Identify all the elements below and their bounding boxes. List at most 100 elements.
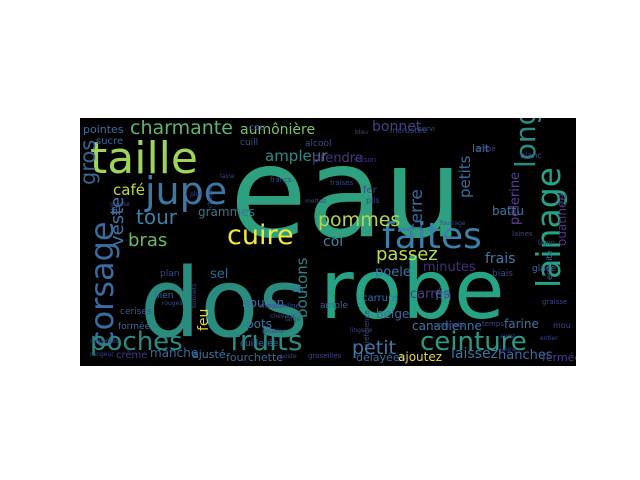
word-fourrage: fourrage: [440, 220, 466, 227]
word-beige: beige: [376, 307, 409, 321]
word-carres: carrés: [410, 287, 450, 302]
word-lingerie: lingerie: [350, 327, 373, 334]
word-ample: ample: [320, 301, 348, 311]
word-biais: biais: [492, 269, 513, 279]
word-farine: farine: [504, 317, 539, 331]
word-aussi: aussi: [500, 333, 516, 340]
word-cou: cou: [249, 123, 265, 133]
word-cuilleree: cuillerée: [240, 338, 279, 349]
word-petits: petits: [456, 155, 474, 198]
word-cerises: cerises: [120, 307, 152, 317]
word-rouges: rouges: [162, 300, 182, 307]
word-mou: mou: [553, 321, 571, 330]
word-ensuite: ensuite: [545, 250, 554, 280]
word-ouatinee: ouatinée: [555, 193, 569, 246]
word-incrustee: incrustée: [390, 125, 427, 135]
word-blanc: blanc: [520, 151, 542, 160]
word-ajuste: ajusté: [192, 348, 226, 361]
word-plus: plus: [190, 191, 202, 198]
word-faites: faites: [382, 216, 482, 257]
word-grosse: grosse: [110, 201, 130, 208]
word-bonnets: bonnets: [191, 284, 198, 308]
word-alcool: alcool: [305, 139, 331, 149]
word-sel: sel: [210, 267, 228, 282]
word-frais: frais: [485, 251, 515, 267]
word-saison: saison: [354, 156, 376, 164]
word-temps: temps: [482, 320, 504, 328]
word-delayees: délayées: [356, 351, 406, 364]
word-pommes: pommes: [318, 209, 400, 231]
word-boutons: boutons: [293, 257, 311, 318]
word-cafe: café: [113, 181, 145, 199]
word-chaque: chaque: [207, 186, 214, 208]
word-laine: laine: [220, 173, 235, 180]
word-fil: fil: [111, 205, 121, 218]
word-bonnet: bonnet: [372, 119, 422, 135]
word-rangeur: rangeur: [90, 351, 114, 358]
word-cuill: cuill: [240, 138, 258, 148]
word-bleu: bleu: [355, 129, 368, 136]
word-feu: feu: [196, 309, 212, 331]
word-jaune: jaune: [499, 346, 517, 353]
word-fraises: fraises: [330, 179, 354, 187]
word-minutes: minutes: [423, 260, 476, 275]
word-ajoutez: ajoutez: [398, 350, 442, 364]
word-glace: glacé: [532, 263, 557, 274]
word-groseilles: groseilles: [308, 352, 342, 360]
word-ampleur: ampleur: [265, 147, 328, 165]
word-doubler: doubler: [262, 328, 285, 335]
word-robe: robe: [320, 243, 505, 338]
word-jupe: jupe: [144, 169, 227, 213]
word-fruits: fruits: [230, 324, 302, 357]
word-cloud-background: [80, 118, 576, 366]
word-fourchette: fourchette: [226, 351, 283, 364]
word-fermee: fermée: [542, 351, 576, 364]
word-pelerine: pèlerine: [508, 172, 523, 225]
word-large: large: [285, 316, 301, 323]
word-taille: taille: [90, 133, 198, 184]
word-petit: petit: [352, 337, 396, 359]
word-francs: francs: [270, 176, 292, 184]
word-fer: fer: [363, 185, 378, 196]
word-graisse: graisse: [542, 298, 567, 306]
word-plis: plis: [366, 196, 380, 205]
word-crepe: crêpe: [476, 145, 496, 153]
word-long: long: [509, 118, 542, 168]
word-prendre: prendre: [312, 151, 363, 166]
word-formee: formée: [118, 321, 151, 332]
word-laines: laines: [512, 230, 533, 238]
word-cloud: eau dos robe taille jupe corsage lainage long fa…: [80, 118, 576, 366]
word-etc: etc: [292, 285, 306, 295]
word-corsage: corsage: [83, 221, 121, 348]
word-chevaux: chevaux: [270, 313, 296, 320]
word-servi: servi: [418, 125, 435, 133]
word-plan: plan: [160, 269, 179, 279]
word-pots: pots: [246, 317, 272, 331]
word-lait: lait: [472, 142, 490, 155]
word-battu: battu: [492, 204, 524, 218]
word-bouton: bouton: [242, 296, 284, 310]
word-poele: poele: [375, 265, 411, 280]
word-tour: tour: [136, 205, 178, 229]
word-mousseline: mousseline: [260, 302, 300, 310]
word-passez: passez: [376, 244, 438, 265]
word-carrure: carrure: [362, 293, 398, 304]
word-preference: préférence: [363, 310, 371, 348]
word-mettez: mettez: [305, 198, 326, 205]
word-lainage: lainage: [529, 167, 568, 288]
word-poignets: poignets: [434, 321, 465, 329]
word-ceinture: ceinture: [420, 327, 527, 357]
word-grammes: grammes: [198, 205, 255, 219]
word-cuillerees: cuillerées: [90, 338, 119, 345]
word-bras: bras: [128, 230, 167, 251]
word-dos: dos: [140, 249, 308, 359]
word-entier: entier: [540, 335, 558, 342]
word-gros: gros: [80, 140, 100, 185]
word-pointes: pointes: [83, 123, 124, 136]
word-bien: bien: [154, 291, 173, 301]
word-lapin: lapin: [538, 239, 555, 247]
word-poste: poste: [280, 353, 297, 360]
